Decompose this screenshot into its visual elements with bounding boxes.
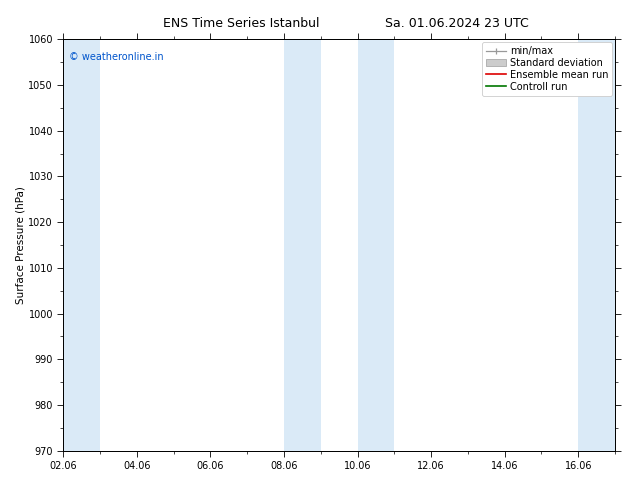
Bar xyxy=(284,39,321,451)
Legend: min/max, Standard deviation, Ensemble mean run, Controll run: min/max, Standard deviation, Ensemble me… xyxy=(482,42,612,96)
Bar xyxy=(358,39,394,451)
Bar xyxy=(578,39,615,451)
Y-axis label: Surface Pressure (hPa): Surface Pressure (hPa) xyxy=(16,186,25,304)
Bar xyxy=(615,39,634,451)
Text: © weatheronline.in: © weatheronline.in xyxy=(69,51,164,62)
Text: Sa. 01.06.2024 23 UTC: Sa. 01.06.2024 23 UTC xyxy=(385,17,528,30)
Text: ENS Time Series Istanbul: ENS Time Series Istanbul xyxy=(163,17,319,30)
Bar xyxy=(63,39,100,451)
